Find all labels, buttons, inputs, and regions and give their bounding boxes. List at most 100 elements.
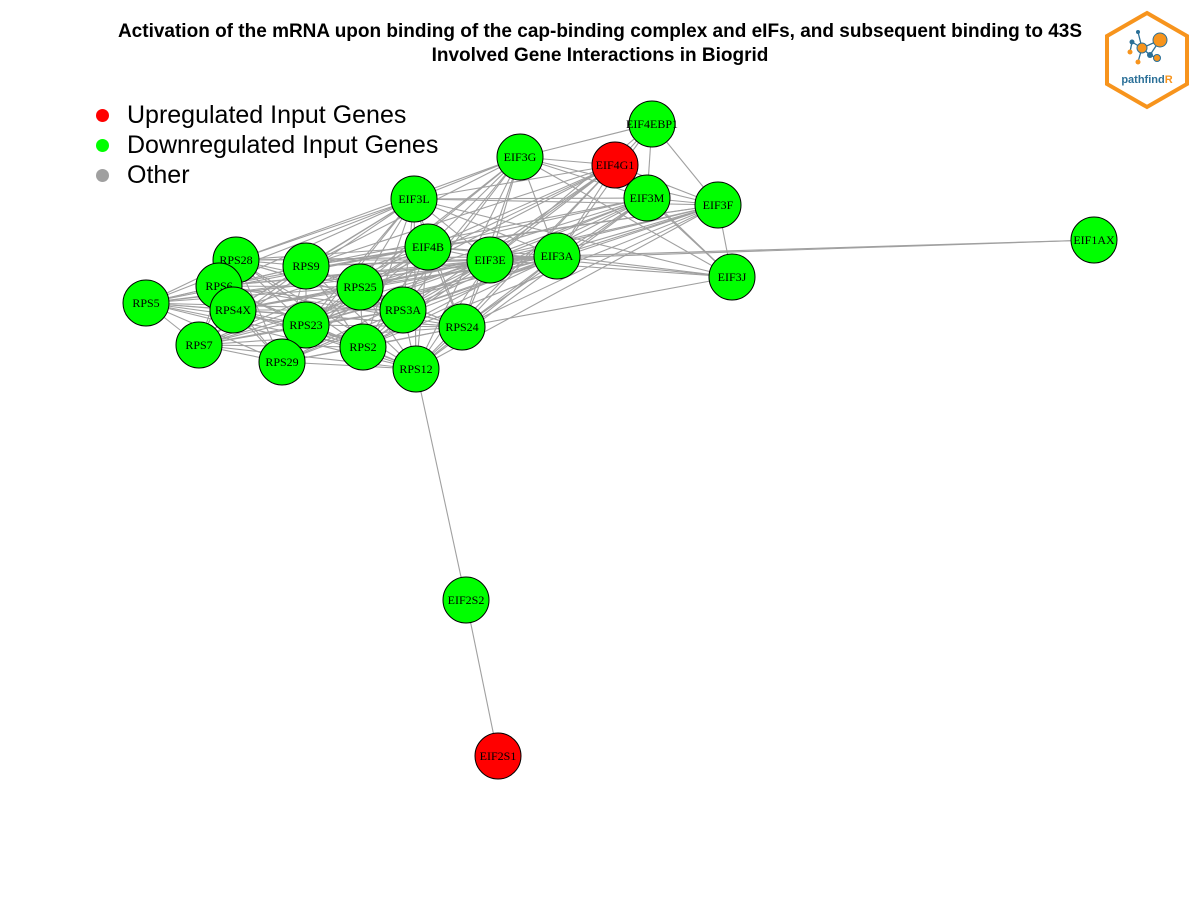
legend-label-other: Other <box>127 160 190 189</box>
node-eif2s1: EIF2S1 <box>474 732 522 780</box>
node-label-eif3f: EIF3F <box>703 198 734 212</box>
node-rps25: RPS25 <box>336 263 384 311</box>
node-rps12: RPS12 <box>392 345 440 393</box>
node-rps2: RPS2 <box>339 323 387 371</box>
logo-text-main: pathfind <box>1121 74 1164 86</box>
node-circle-eif3f <box>694 181 742 229</box>
legend-dot-downregulated <box>96 138 109 152</box>
edge-eif4g1-eif4b <box>427 164 616 248</box>
node-rps23: RPS23 <box>282 301 330 349</box>
node-rps4x: RPS4X <box>209 286 257 334</box>
edge-rps23-rps24 <box>305 324 463 328</box>
edge-eif4g1-rps3a <box>402 164 616 311</box>
node-circle-rps2 <box>339 323 387 371</box>
node-eif3g: EIF3G <box>496 133 544 181</box>
edge-eif4ebp1-eif3a <box>556 123 653 257</box>
edge-rps25-rps5 <box>145 286 361 304</box>
pathfindr-logo: pathfindR <box>1105 10 1189 110</box>
node-circle-eif4ebp1 <box>628 100 676 148</box>
node-circle-rps12 <box>392 345 440 393</box>
node-label-eif4b: EIF4B <box>412 240 444 254</box>
node-rps5: RPS5 <box>122 279 170 327</box>
node-eif3e: EIF3E <box>466 236 514 284</box>
legend-item-other: Other <box>96 160 438 190</box>
node-label-rps24: RPS24 <box>445 320 478 334</box>
edge-eif3a-eif3j <box>556 255 733 278</box>
node-eif4b: EIF4B <box>404 223 452 271</box>
edge-eif3j-rps24 <box>461 276 733 328</box>
node-rps29: RPS29 <box>258 338 306 386</box>
svg-text:pathfindR: pathfindR <box>1121 74 1172 86</box>
node-label-eif3e: EIF3E <box>474 253 505 267</box>
node-label-rps2: RPS2 <box>349 340 376 354</box>
node-label-eif2s1: EIF2S1 <box>480 749 517 763</box>
legend-label-upregulated: Upregulated Input Genes <box>127 100 407 129</box>
node-eif3a: EIF3A <box>533 232 581 280</box>
node-rps24: RPS24 <box>438 303 486 351</box>
title-line-1: Activation of the mRNA upon binding of t… <box>117 21 1083 42</box>
edge-rps12-eif2s2 <box>415 368 467 601</box>
node-label-rps3a: RPS3A <box>385 303 421 317</box>
node-label-eif3j: EIF3J <box>718 270 747 284</box>
node-circle-eif1ax <box>1070 216 1118 264</box>
node-rps3a: RPS3A <box>379 286 427 334</box>
node-eif4ebp1: EIF4EBP1 <box>626 100 678 148</box>
edge-eif4b-rps28 <box>235 246 429 261</box>
node-label-rps12: RPS12 <box>399 362 432 376</box>
node-circle-rps9 <box>282 242 330 290</box>
node-circle-eif2s2 <box>442 576 490 624</box>
edge-eif3g-eif3j <box>519 156 733 278</box>
node-circle-eif3g <box>496 133 544 181</box>
node-rps9: RPS9 <box>282 242 330 290</box>
legend-dot-other <box>96 168 109 182</box>
edge-eif4g1-rps9 <box>305 164 616 267</box>
node-label-eif3a: EIF3A <box>541 249 574 263</box>
node-circle-eif4g1 <box>591 141 639 189</box>
legend-item-downregulated: Downregulated Input Genes <box>96 130 438 160</box>
node-eif1ax: EIF1AX <box>1070 216 1118 264</box>
edge-eif3a-rps12 <box>415 255 558 370</box>
node-eif3j: EIF3J <box>708 253 756 301</box>
node-label-rps7: RPS7 <box>185 338 212 352</box>
legend-dot-upregulated <box>96 108 109 122</box>
node-circle-rps24 <box>438 303 486 351</box>
node-label-rps29: RPS29 <box>265 355 298 369</box>
edge-rps4x-rps12 <box>232 309 417 370</box>
node-circle-rps7 <box>175 321 223 369</box>
node-eif4g1: EIF4G1 <box>591 141 639 189</box>
node-circle-rps3a <box>379 286 427 334</box>
edge-eif3m-rps9 <box>305 197 648 267</box>
node-eif2s2: EIF2S2 <box>442 576 490 624</box>
logo-text-r: R <box>1165 74 1173 86</box>
edge-eif3m-eif3l <box>413 197 648 200</box>
node-circle-rps25 <box>336 263 384 311</box>
edge-eif3e-rps2 <box>362 259 491 348</box>
node-eif3f: EIF3F <box>694 181 742 229</box>
edges-layer <box>145 123 1095 757</box>
node-label-rps5: RPS5 <box>132 296 159 310</box>
edge-eif3l-rps28 <box>235 198 415 261</box>
node-label-eif1ax: EIF1AX <box>1073 233 1115 247</box>
node-label-eif2s2: EIF2S2 <box>448 593 485 607</box>
edge-eif3g-rps28 <box>235 156 521 261</box>
node-label-rps23: RPS23 <box>289 318 322 332</box>
edge-eif2s2-eif2s1 <box>465 599 499 757</box>
node-circle-eif3l <box>390 175 438 223</box>
edge-eif4g1-rps25 <box>359 164 616 288</box>
node-circle-eif3j <box>708 253 756 301</box>
edge-eif3g-rps3a <box>402 156 521 311</box>
node-label-eif3l: EIF3L <box>398 192 429 206</box>
edge-rps25-rps7 <box>198 286 361 346</box>
title-line-2: Involved Gene Interactions in Biogrid <box>431 45 769 66</box>
node-circle-rps29 <box>258 338 306 386</box>
edge-eif4g1-eif3e <box>489 164 616 261</box>
legend-item-upregulated: Upregulated Input Genes <box>96 100 438 130</box>
node-circle-eif3e <box>466 236 514 284</box>
node-label-eif4ebp1: EIF4EBP1 <box>626 117 678 131</box>
node-label-rps28: RPS28 <box>219 253 252 267</box>
node-circle-eif2s1 <box>474 732 522 780</box>
node-label-eif3m: EIF3M <box>630 191 665 205</box>
node-circle-eif4b <box>404 223 452 271</box>
node-label-rps25: RPS25 <box>343 280 376 294</box>
